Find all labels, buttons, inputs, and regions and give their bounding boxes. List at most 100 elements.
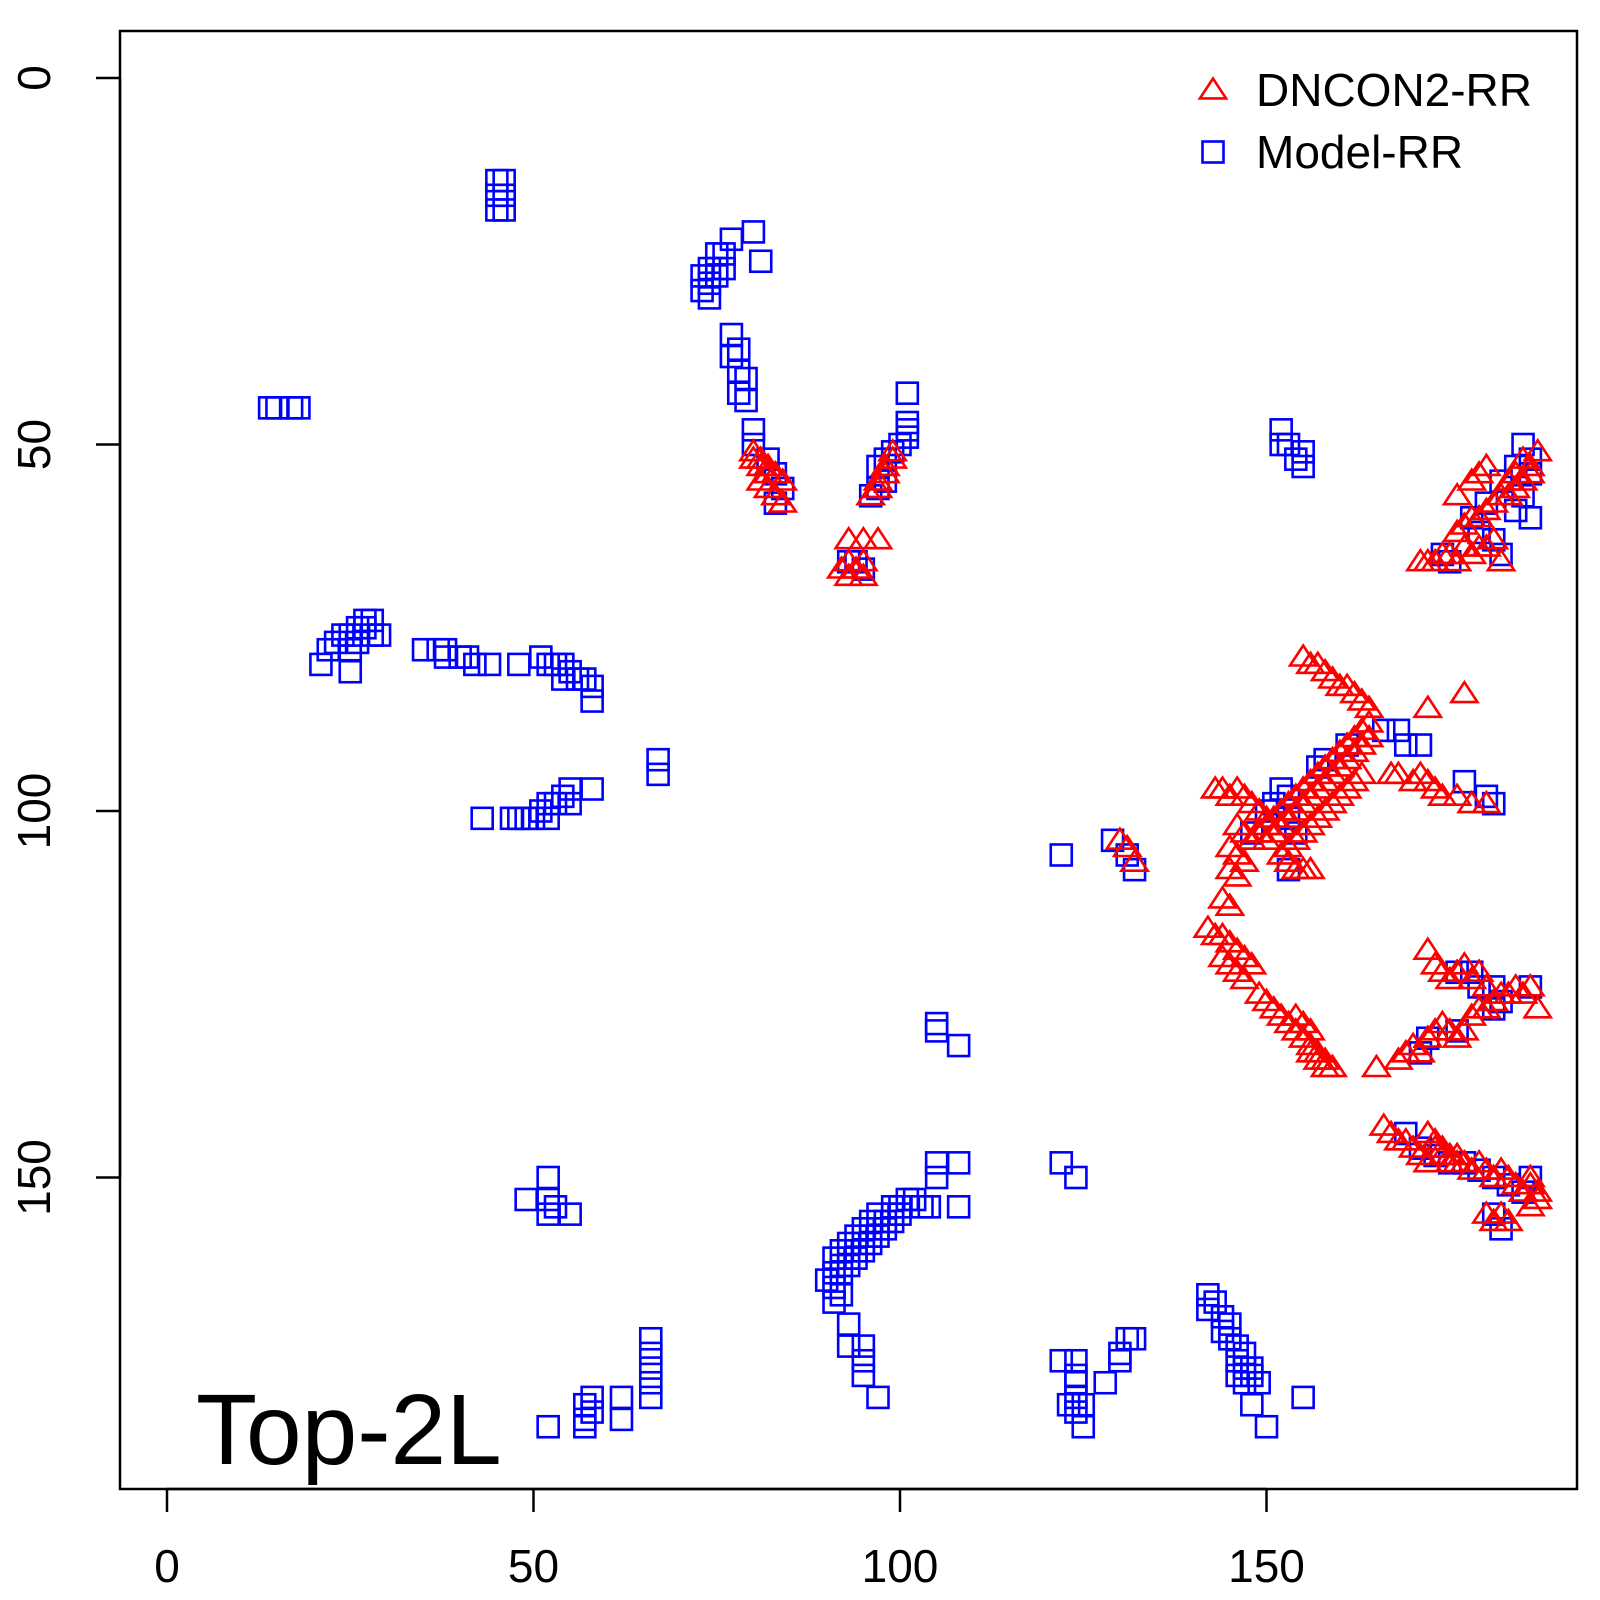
dncon2-rr-point (1514, 1163, 1546, 1188)
dncon2-rr-point (1287, 789, 1319, 814)
dncon2-rr-point (1353, 694, 1385, 719)
dncon2-rr-point (1236, 826, 1268, 851)
dncon2-rr-point (869, 452, 901, 477)
dncon2-rr-point (1478, 489, 1510, 513)
dncon2-rr-point (1412, 1148, 1444, 1173)
dncon2-rr-point (1412, 1024, 1444, 1048)
model-rr-point (734, 388, 758, 413)
model-rr-point (551, 652, 575, 677)
model-rr-point (895, 425, 920, 449)
dncon2-rr-point (1478, 987, 1510, 1012)
model-rr-point (880, 1209, 905, 1234)
dncon2-rr-point (1522, 1185, 1554, 1210)
model-rr-point (492, 183, 516, 208)
dncon2-rr-point (1485, 547, 1517, 572)
model-rr-point (580, 689, 604, 713)
dncon2-rr-point (1419, 547, 1451, 572)
model-rr-point (1291, 454, 1315, 479)
dncon2-rr-point (1507, 980, 1539, 1004)
dncon2-rr-point (1470, 452, 1502, 477)
model-rr-point (1269, 418, 1293, 442)
dncon2-rr-point (1346, 760, 1378, 785)
dncon2-rr-point (1228, 848, 1261, 873)
model-rr-point (1064, 1385, 1088, 1410)
dncon2-rr-point (1265, 811, 1297, 836)
model-rr-point (1108, 1348, 1132, 1373)
dncon2-rr-point (1353, 723, 1385, 748)
data-marks (257, 168, 1554, 1439)
dncon2-rr-point (1272, 804, 1305, 829)
model-rr-point (1203, 1290, 1227, 1314)
top-2l-annotation: Top-2L (196, 1374, 502, 1486)
dncon2-rr-point (1492, 467, 1524, 491)
dncon2-rr-point (1236, 951, 1268, 975)
model-rr-point (851, 1239, 876, 1263)
model-rr-point (1049, 1348, 1074, 1373)
dncon2-rr-point (1514, 973, 1546, 997)
dncon2-rr-point (1500, 474, 1532, 499)
dncon2-rr-point (1456, 965, 1488, 990)
dncon2-rr-point (767, 489, 799, 513)
model-rr-point (638, 1370, 663, 1395)
dncon2-rr-point (1331, 775, 1363, 799)
dncon2-rr-point (1470, 496, 1502, 521)
model-rr-point (338, 659, 363, 684)
model-rr-point (858, 1231, 883, 1256)
dncon2-rr-point (1412, 936, 1444, 961)
model-rr-point (924, 1165, 949, 1190)
dncon2-rr-point (1463, 958, 1495, 983)
dncon2-rr-point (1360, 1053, 1393, 1078)
dncon2-rr-point (847, 562, 879, 587)
legend-triangle-marker (1197, 76, 1229, 100)
model-rr-point (851, 1334, 876, 1358)
model-rr-point (866, 1385, 890, 1410)
model-rr-point (580, 1400, 604, 1424)
model-rr-point (1254, 1414, 1279, 1439)
dncon2-rr-point (1118, 848, 1151, 873)
dncon2-rr-point (1448, 511, 1480, 535)
model-rr-point (888, 1202, 912, 1226)
model-rr-point (1386, 718, 1411, 743)
dncon2-rr-point (1309, 1053, 1341, 1078)
dncon2-rr-point (1441, 782, 1473, 807)
dncon2-rr-point (1470, 973, 1502, 997)
dncon2-rr-point (1470, 995, 1502, 1019)
dncon2-rr-point (1111, 833, 1143, 858)
dncon2-rr-point (1514, 459, 1546, 484)
dncon2-rr-point (1441, 958, 1473, 983)
model-rr-point (1064, 1165, 1088, 1190)
dncon2-rr-point (1309, 767, 1341, 792)
dncon2-rr-point (1287, 819, 1319, 843)
series-dncon2-rr (737, 437, 1554, 1232)
dncon2-rr-point (1353, 709, 1385, 733)
dncon2-rr-point (1316, 760, 1349, 785)
dncon2-rr-point (1294, 782, 1327, 807)
model-rr-point (1122, 1326, 1147, 1351)
model-rr-point (558, 659, 582, 684)
dncon2-rr-point (1324, 782, 1356, 807)
model-rr-point (1196, 1282, 1220, 1307)
dncon2-rr-point (1272, 833, 1305, 858)
dncon2-rr-point (1221, 863, 1253, 887)
dncon2-rr-point (1441, 1148, 1473, 1173)
model-rr-point (851, 1363, 876, 1388)
model-rr-point (1276, 432, 1301, 457)
model-rr-point (873, 1217, 898, 1241)
model-rr-point (536, 1187, 560, 1212)
dncon2-rr-point (1500, 459, 1532, 484)
x-axis: 0 50 100 150 (154, 1487, 1305, 1592)
dncon2-rr-point (1302, 775, 1334, 799)
dncon2-rr-point (855, 481, 887, 506)
model-rr-point (895, 381, 920, 405)
dncon2-rr-point (1228, 965, 1261, 990)
dncon2-rr-point (1309, 797, 1341, 821)
model-rr-point (1056, 1392, 1081, 1417)
dncon2-rr-point (1294, 811, 1327, 836)
model-rr-point (741, 432, 766, 457)
dncon2-rr-point (1522, 437, 1554, 462)
dncon2-rr-point (1294, 855, 1327, 880)
dncon2-rr-point (877, 437, 909, 462)
model-rr-point (1049, 843, 1074, 867)
dncon2-rr-point (1404, 1038, 1437, 1063)
dncon2-rr-point (1478, 525, 1510, 550)
